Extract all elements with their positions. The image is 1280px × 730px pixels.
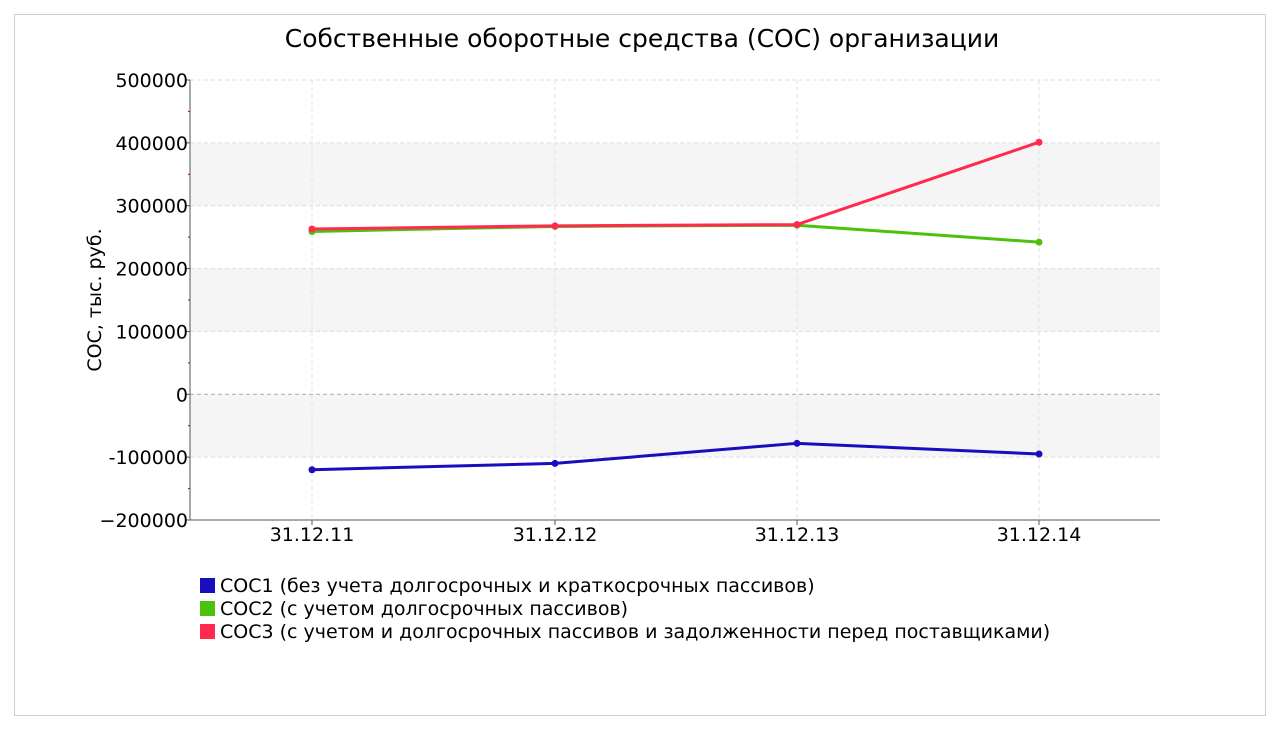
legend-item-sos2: СОС2 (с учетом долгосрочных пассивов): [200, 597, 1050, 620]
data-point-1: [551, 459, 559, 467]
x-tick-label: 31.12.12: [513, 524, 598, 546]
y-tick-label: 300000: [115, 196, 188, 218]
legend-swatch-sos3: [200, 624, 215, 639]
legend-label-sos2: СОС2 (с учетом долгосрочных пассивов): [220, 597, 629, 620]
legend-item-sos1: СОС1 (без учета долгосрочных и краткосро…: [200, 574, 1050, 597]
y-tick-label: −200000: [100, 510, 188, 532]
series-line-3: [311, 140, 1040, 231]
legend-swatch-sos1: [200, 578, 215, 593]
x-tick-label: 31.12.13: [755, 524, 840, 546]
y-tick-label: 400000: [115, 133, 188, 155]
x-tick-label: 31.12.11: [270, 524, 355, 546]
plot-band: [190, 142, 1160, 206]
y-tick-label: 100000: [115, 321, 188, 343]
series-line-1: [311, 441, 1040, 472]
plot-band: [190, 394, 1160, 458]
data-point-3: [308, 225, 316, 233]
chart-title: Собственные оборотные средства (СОС) орг…: [284, 24, 1000, 53]
y-tick-label: -100000: [109, 447, 188, 469]
legend-swatch-sos2: [200, 601, 215, 616]
y-tick-label: 500000: [115, 70, 188, 92]
data-point-3: [551, 222, 559, 230]
data-point-1: [793, 439, 801, 447]
legend: СОС1 (без учета долгосрочных и краткосро…: [200, 574, 1050, 643]
x-tick-label: 31.12.14: [997, 524, 1082, 546]
y-tick-label: 200000: [115, 259, 188, 281]
y-axis-label: СОС, тыс. руб.: [84, 228, 106, 371]
chart-frame: [14, 14, 1266, 716]
y-tick-label: 0: [176, 384, 188, 406]
legend-label-sos3: СОС3 (с учетом и долгосрочных пассивов и…: [220, 620, 1051, 643]
data-point-3: [793, 221, 801, 229]
data-point-2: [1035, 238, 1043, 246]
data-point-3: [1035, 138, 1043, 146]
data-point-1: [1035, 450, 1043, 458]
legend-item-sos3: СОС3 (с учетом и долгосрочных пассивов и…: [200, 620, 1050, 643]
data-point-1: [308, 466, 316, 474]
plot-band: [190, 268, 1160, 332]
legend-label-sos1: СОС1 (без учета долгосрочных и краткосро…: [220, 574, 815, 597]
